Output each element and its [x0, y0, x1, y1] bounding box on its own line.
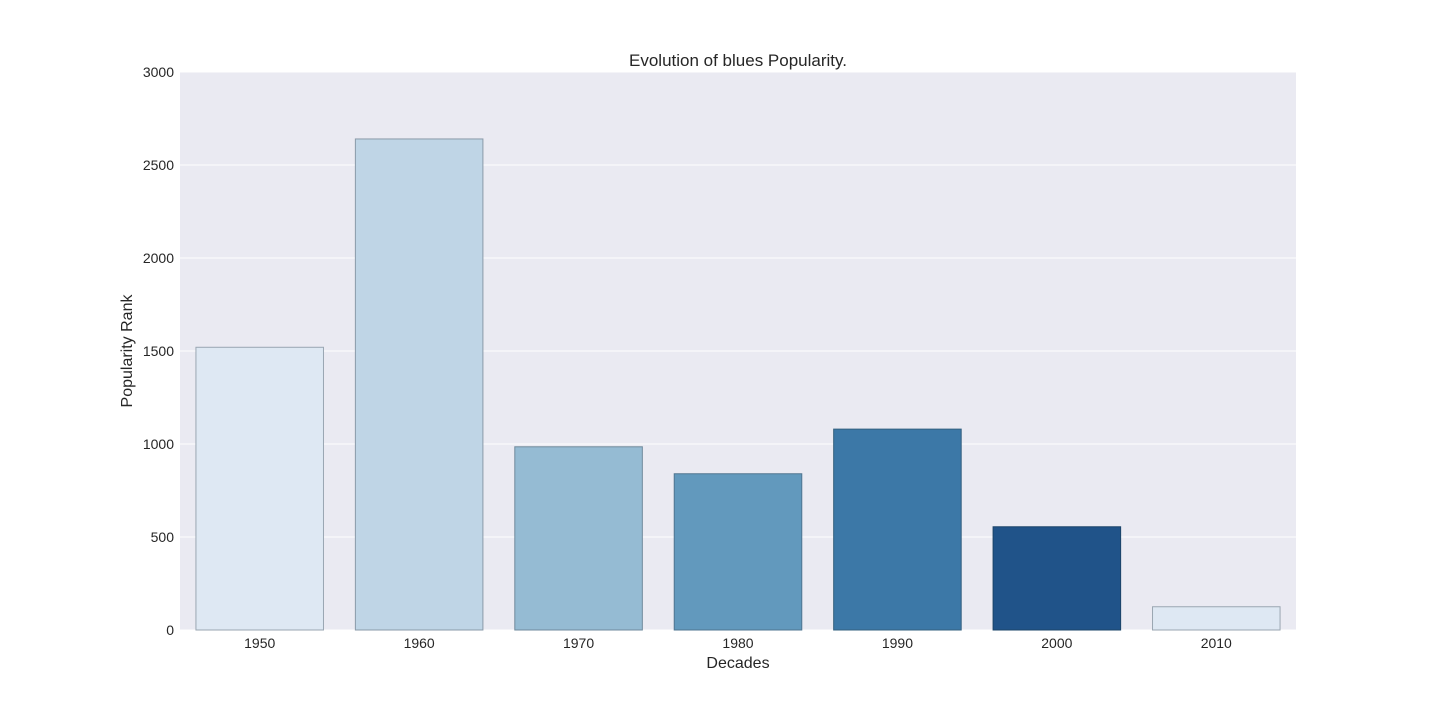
y-tick-label: 2000 [143, 250, 174, 266]
y-tick-label: 3000 [143, 64, 174, 80]
x-tick-label: 2000 [1041, 635, 1072, 651]
y-tick-labels: 0 500 1000 1500 2000 2500 3000 [143, 64, 174, 638]
x-tick-label: 1950 [244, 635, 275, 651]
bar-1980 [673, 473, 803, 631]
y-tick-label: 0 [166, 622, 174, 638]
bars [195, 138, 1281, 631]
x-tick-label: 1980 [722, 635, 753, 651]
y-tick-label: 1000 [143, 436, 174, 452]
bar-1970 [514, 446, 643, 631]
y-tick-label: 500 [151, 529, 175, 545]
bar-1950 [195, 346, 324, 631]
x-axis-label: Decades [706, 655, 769, 672]
y-tick-label: 1500 [143, 343, 174, 359]
x-tick-labels: 1950 1960 1970 1980 1990 2000 2010 [244, 635, 1232, 651]
bar-1960 [354, 138, 484, 631]
x-tick-label: 1990 [882, 635, 913, 651]
chart-title: Evolution of blues Popularity. [629, 51, 847, 70]
x-tick-label: 1970 [563, 635, 594, 651]
bar-2010 [1152, 606, 1281, 631]
bar-2000 [992, 526, 1122, 631]
x-tick-label: 2010 [1201, 635, 1232, 651]
y-tick-label: 2500 [143, 157, 174, 173]
bar-1990 [833, 428, 962, 631]
y-axis-label: Popularity Rank [119, 294, 136, 408]
x-tick-label: 1960 [404, 635, 435, 651]
